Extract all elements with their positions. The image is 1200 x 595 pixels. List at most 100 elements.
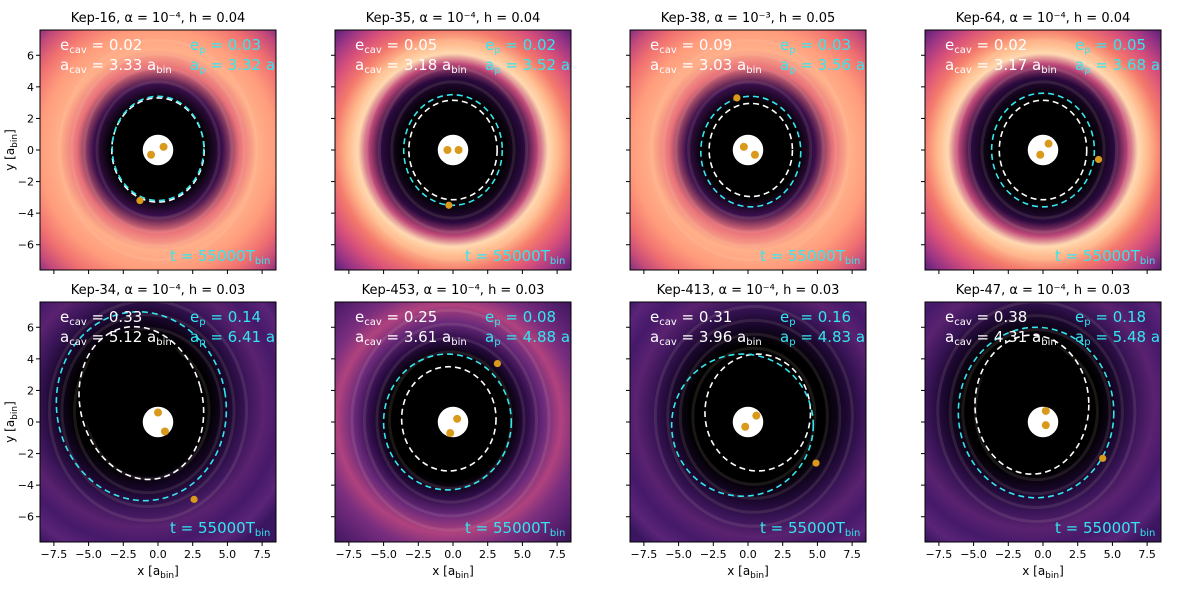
e-p-label: ep = 0.03 bbox=[780, 36, 851, 56]
planet-marker bbox=[445, 201, 453, 209]
panel-title: Kep-413, α = 10⁻⁴, h = 0.03 bbox=[657, 283, 840, 298]
disc-ring bbox=[57, 38, 259, 262]
panel-title: Kep-47, α = 10⁻⁴, h = 0.03 bbox=[956, 283, 1131, 298]
disc-ring bbox=[662, 52, 838, 248]
e-cav-label: ecav = 0.09 bbox=[650, 36, 732, 56]
disc-ring bbox=[375, 336, 526, 504]
time-label: t = 55000Tbin bbox=[170, 519, 270, 539]
binary-star-2 bbox=[443, 146, 452, 154]
disc-ring bbox=[653, 304, 854, 528]
x-tick-label: −2.5 bbox=[995, 548, 1022, 561]
x-tick-label: 2.5 bbox=[1069, 548, 1087, 561]
binary-star-2 bbox=[1041, 421, 1050, 430]
x-axis-label: x [abin] bbox=[727, 564, 769, 581]
y-tick-label: 6 bbox=[27, 49, 34, 62]
disc-ring bbox=[390, 80, 516, 220]
y-tick-label: 2 bbox=[27, 112, 34, 125]
disc-ring bbox=[961, 328, 1112, 496]
binary-star-2 bbox=[741, 422, 750, 431]
cavity-fit-ellipse bbox=[998, 99, 1088, 201]
time-label: t = 55000Tbin bbox=[1055, 247, 1155, 267]
inner-boundary bbox=[437, 134, 469, 166]
x-tick-label: −7.5 bbox=[336, 548, 363, 561]
inner-boundary bbox=[732, 406, 764, 438]
y-axis-label: y [abin] bbox=[3, 129, 20, 171]
panel-title: Kep-38, α = 10⁻³, h = 0.05 bbox=[661, 11, 836, 26]
disc-ring bbox=[948, 314, 1124, 510]
disc-ring bbox=[674, 66, 825, 234]
y-tick-label: −4 bbox=[18, 207, 34, 220]
panel-title: Kep-453, α = 10⁻⁴, h = 0.03 bbox=[362, 283, 545, 298]
e-cav-label: ecav = 0.38 bbox=[945, 308, 1027, 328]
disc-ring bbox=[47, 302, 249, 522]
x-tick-label: 7.5 bbox=[843, 548, 861, 561]
y-tick-label: 4 bbox=[27, 81, 34, 94]
disc-ring bbox=[980, 80, 1106, 220]
x-tick-label: −2.5 bbox=[405, 548, 432, 561]
e-p-label: ep = 0.08 bbox=[485, 308, 556, 328]
planet-orbit-ellipse bbox=[402, 93, 504, 207]
disc-ring bbox=[377, 66, 529, 234]
binary-star-2 bbox=[446, 429, 455, 438]
a-cav-label: acav = 4.31 abin bbox=[945, 328, 1057, 348]
cavity-fit-ellipse bbox=[78, 325, 205, 481]
binary-star-1 bbox=[1041, 406, 1050, 415]
x-tick-label: −5.0 bbox=[370, 548, 397, 561]
planet-marker bbox=[812, 459, 820, 467]
planet-marker bbox=[1099, 454, 1107, 462]
planet-orbit-ellipse bbox=[990, 92, 1096, 208]
disc-ring bbox=[678, 332, 829, 500]
y-tick-label: 6 bbox=[27, 321, 34, 334]
a-cav-label: acav = 3.18 abin bbox=[355, 56, 467, 76]
cavity-fit-ellipse bbox=[408, 99, 498, 201]
cavity-fit-ellipse bbox=[400, 365, 497, 472]
x-tick-label: −2.5 bbox=[110, 548, 137, 561]
e-p-label: ep = 0.03 bbox=[190, 36, 261, 56]
planet-orbit-ellipse bbox=[957, 326, 1115, 499]
x-tick-label: 5.0 bbox=[219, 548, 237, 561]
x-tick-label: 2.5 bbox=[184, 548, 202, 561]
binary-star-2 bbox=[1036, 150, 1045, 159]
binary-star-1 bbox=[739, 142, 748, 151]
planet-orbit-ellipse bbox=[670, 353, 815, 498]
binary-star-1 bbox=[1044, 139, 1053, 148]
time-label: t = 55000Tbin bbox=[465, 247, 565, 267]
time-label: t = 55000Tbin bbox=[465, 519, 565, 539]
disc-ring bbox=[955, 52, 1131, 248]
planet-marker bbox=[1094, 155, 1103, 164]
disc-ring bbox=[70, 52, 246, 248]
inner-boundary bbox=[437, 406, 469, 438]
panel-title: Kep-34, α = 10⁻⁴, h = 0.03 bbox=[71, 283, 246, 298]
x-tick-label: 0.0 bbox=[739, 548, 757, 561]
x-tick-label: −7.5 bbox=[41, 548, 68, 561]
x-tick-label: 7.5 bbox=[253, 548, 271, 561]
time-label: t = 55000Tbin bbox=[170, 247, 270, 267]
disc-ring bbox=[350, 308, 551, 532]
e-cav-label: ecav = 0.02 bbox=[60, 36, 142, 56]
cavity-fit-ellipse bbox=[704, 353, 812, 472]
a-cav-label: acav = 3.17 abin bbox=[945, 56, 1057, 76]
x-tick-label: −5.0 bbox=[75, 548, 102, 561]
x-tick-label: −2.5 bbox=[700, 548, 727, 561]
planet-orbit-ellipse bbox=[700, 95, 802, 208]
cavity bbox=[82, 330, 201, 476]
x-tick-label: 5.0 bbox=[514, 548, 532, 561]
x-tick-label: 0.0 bbox=[1034, 548, 1052, 561]
e-p-label: ep = 0.02 bbox=[485, 36, 556, 56]
y-tick-label: −2 bbox=[18, 176, 34, 189]
x-tick-label: 7.5 bbox=[548, 548, 566, 561]
x-tick-label: 5.0 bbox=[809, 548, 827, 561]
y-tick-label: 0 bbox=[27, 144, 34, 157]
binary-star-1 bbox=[454, 146, 463, 154]
